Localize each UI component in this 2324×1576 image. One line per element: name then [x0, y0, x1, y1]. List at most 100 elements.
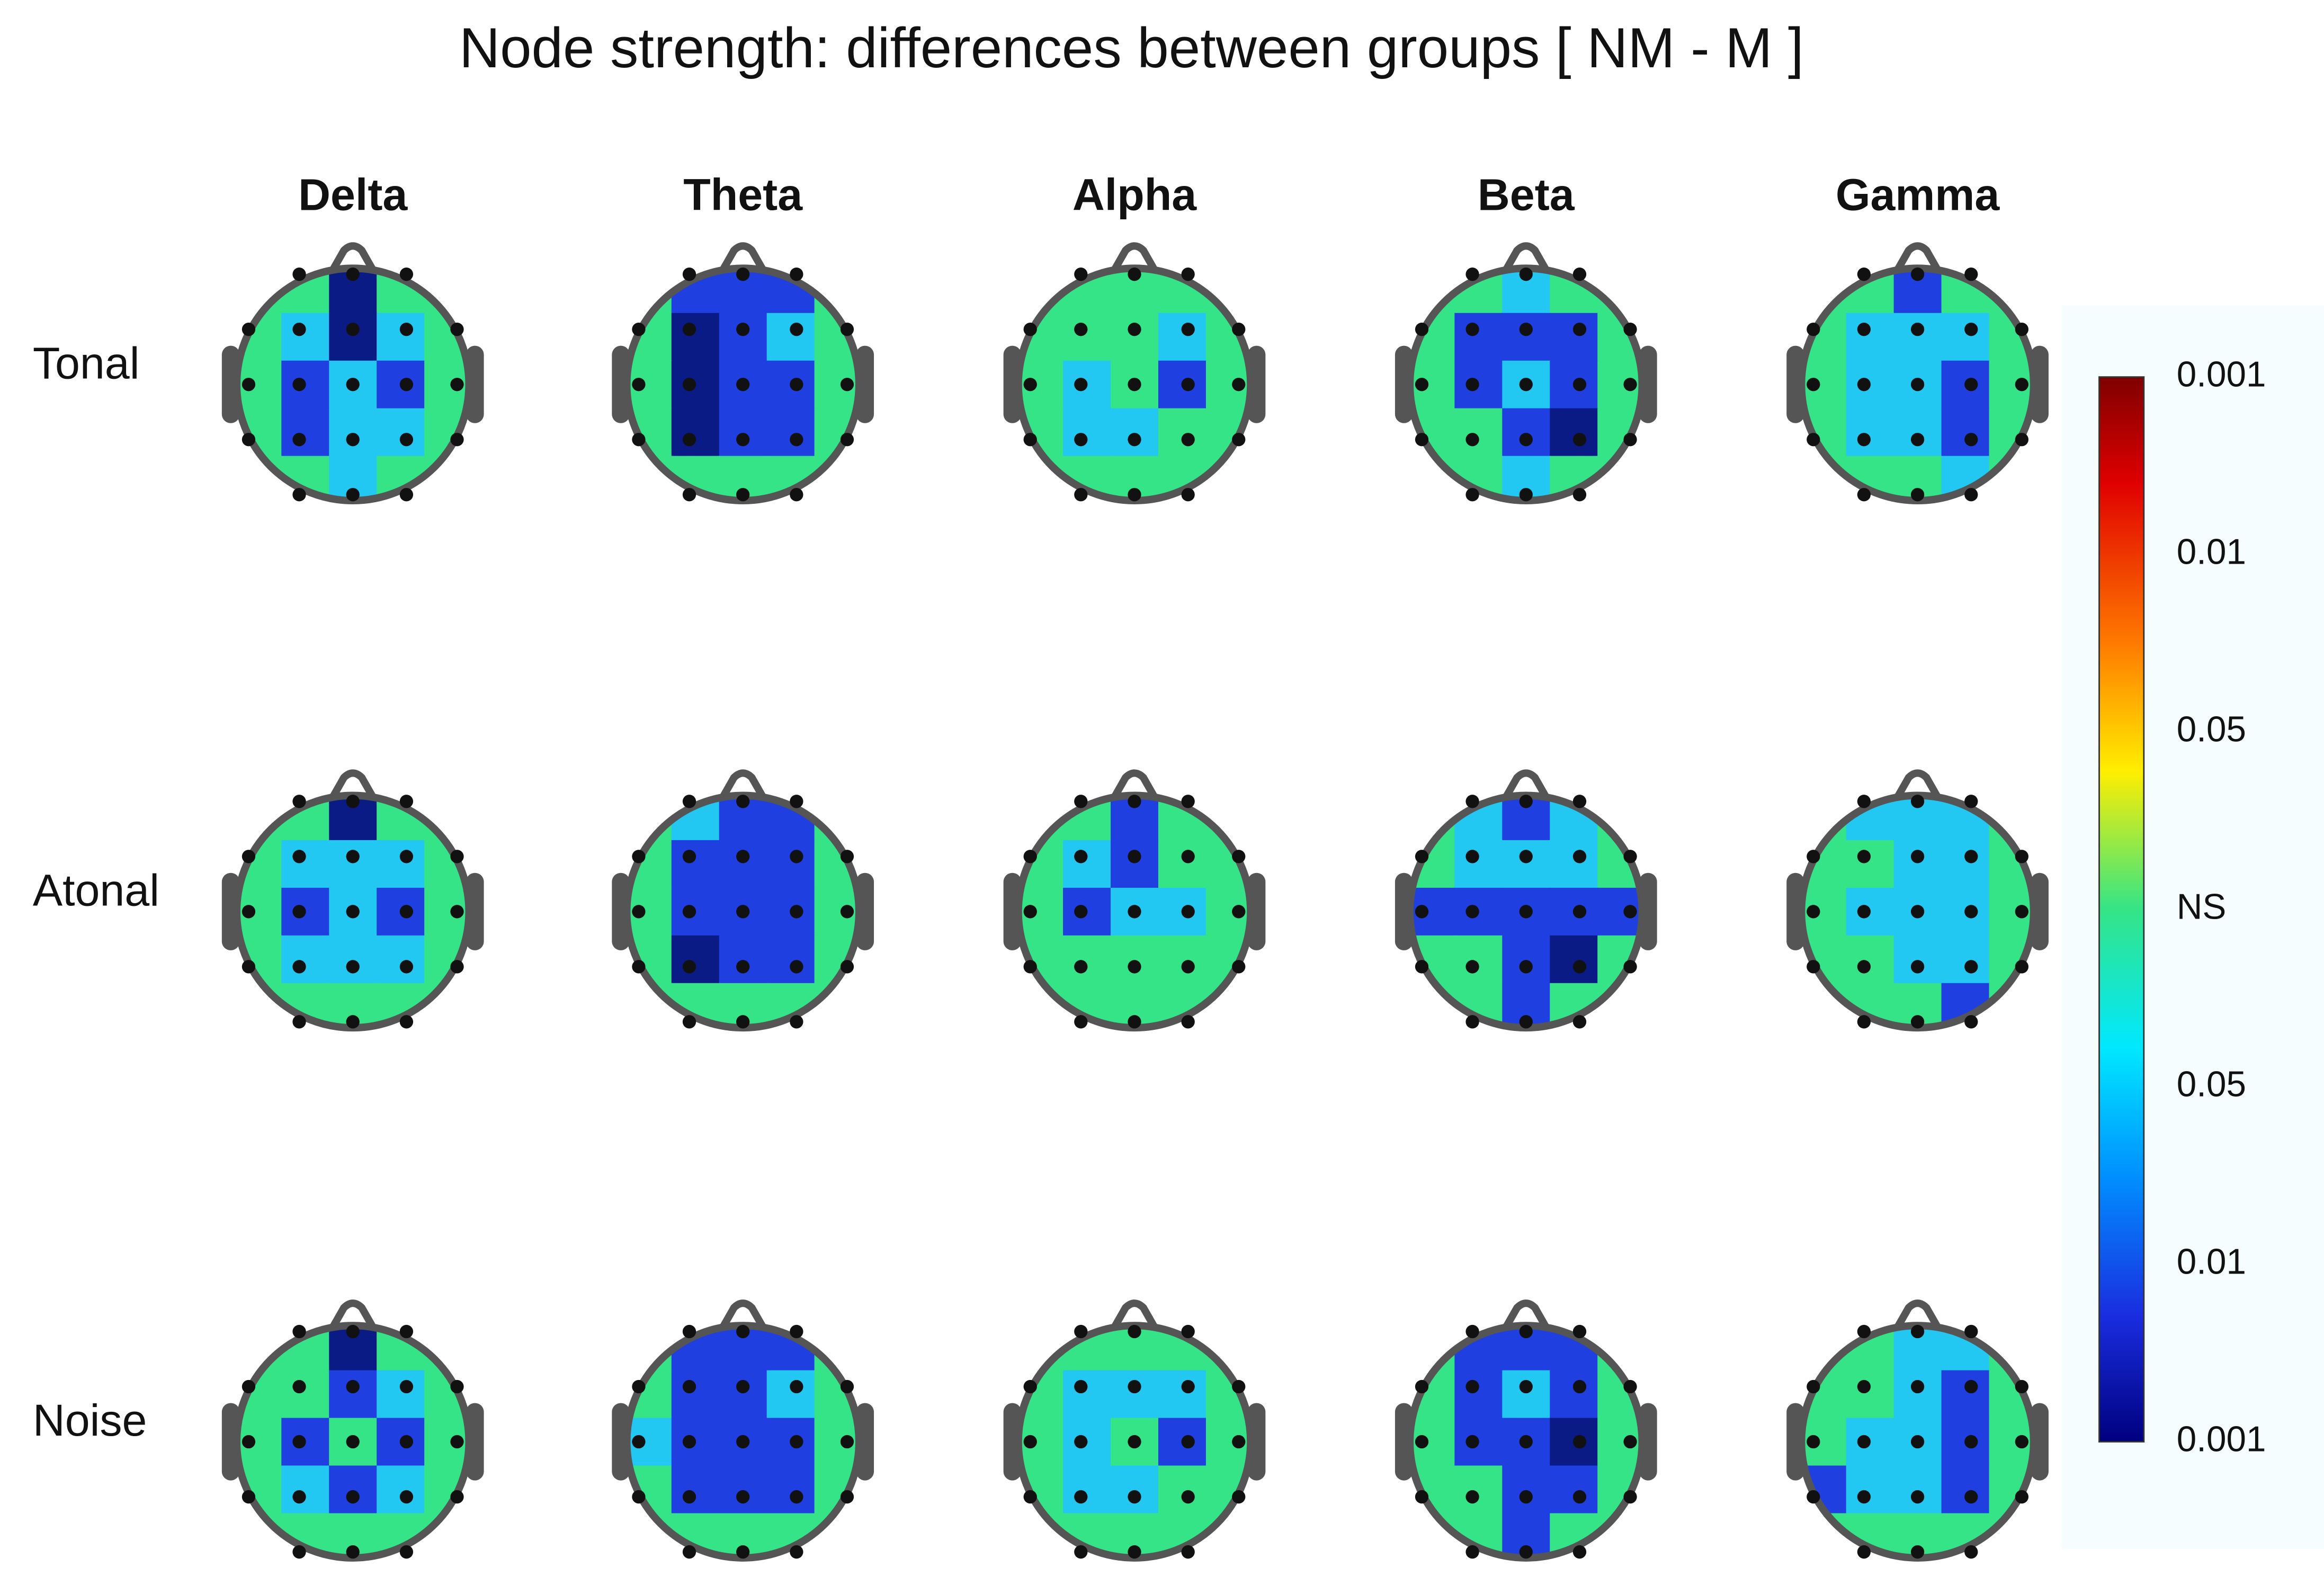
- electrode: [346, 905, 360, 919]
- electrode: [1964, 1490, 1978, 1504]
- electrode: [1964, 1324, 1978, 1339]
- map-cell: [329, 313, 378, 362]
- electrode: [399, 1324, 414, 1339]
- column-header: Gamma: [1836, 170, 2000, 220]
- electrode: [1465, 488, 1479, 502]
- electrode: [1465, 1435, 1479, 1449]
- electrode: [242, 323, 256, 336]
- map-cell: [329, 1465, 378, 1514]
- electrode: [736, 378, 750, 391]
- electrode: [450, 1490, 464, 1504]
- electrode: [346, 433, 360, 447]
- column-header: Alpha: [1072, 170, 1197, 220]
- electrode: [1857, 268, 1871, 281]
- electrode: [292, 960, 306, 974]
- head-map: [1003, 1299, 1266, 1562]
- electrode: [1519, 960, 1533, 974]
- electrode: [1519, 268, 1533, 281]
- electrode: [1181, 795, 1195, 808]
- electrode: [2015, 433, 2029, 447]
- head-map: [1786, 242, 2049, 505]
- electrode: [1128, 1324, 1141, 1339]
- electrode: [1181, 1545, 1195, 1559]
- electrode: [736, 795, 750, 808]
- map-cell: [329, 408, 378, 457]
- map-cell: [766, 935, 816, 984]
- map-cell: [1063, 935, 1112, 984]
- electrode: [1623, 1435, 1637, 1449]
- electrode: [1074, 323, 1088, 336]
- map-cell: [1111, 1513, 1159, 1558]
- electrode: [1857, 488, 1871, 502]
- electrode: [1572, 1490, 1587, 1504]
- map-cell: [1502, 1465, 1551, 1514]
- electrode: [346, 1435, 360, 1449]
- electrode: [292, 433, 306, 447]
- electrode: [1857, 960, 1871, 974]
- electrode: [1023, 323, 1037, 336]
- electrode: [1415, 1435, 1429, 1449]
- electrode: [1023, 1379, 1037, 1394]
- electrode: [790, 850, 803, 863]
- electrode: [682, 268, 696, 281]
- electrode: [1572, 850, 1587, 863]
- map-cell: [766, 1370, 816, 1419]
- column-header: Theta: [683, 170, 803, 220]
- electrode: [242, 1490, 256, 1504]
- map-cell: [1502, 935, 1551, 984]
- map-cell: [671, 1465, 720, 1514]
- nose: [1893, 242, 1942, 273]
- electrode: [840, 850, 854, 863]
- electrode: [399, 268, 414, 281]
- electrode: [1074, 1490, 1088, 1504]
- electrode: [1465, 1545, 1479, 1559]
- electrode: [682, 905, 696, 919]
- map-cell: [1158, 408, 1207, 457]
- colorbar-label: 0.001: [2177, 1419, 2266, 1459]
- electrode: [736, 268, 750, 281]
- electrode: [1807, 378, 1820, 391]
- electrode: [682, 433, 696, 447]
- nose: [719, 242, 767, 273]
- electrode: [1623, 323, 1637, 336]
- electrode: [1910, 323, 1925, 336]
- map-cell: [671, 1370, 720, 1419]
- electrode: [790, 1015, 803, 1029]
- electrode: [346, 850, 360, 863]
- electrode: [1023, 433, 1037, 447]
- electrode: [1964, 960, 1978, 974]
- electrode: [242, 1379, 256, 1394]
- electrode: [1128, 850, 1141, 863]
- electrode: [292, 323, 306, 336]
- map-cell: [766, 840, 816, 889]
- electrode: [242, 960, 256, 974]
- electrode: [1964, 905, 1978, 919]
- nose: [1893, 1299, 1942, 1331]
- electrode: [1519, 1379, 1533, 1394]
- head-map: [1395, 242, 1657, 505]
- electrode: [1128, 433, 1141, 447]
- colorbar-label: 0.01: [2177, 532, 2246, 572]
- electrode: [1415, 850, 1429, 863]
- electrode: [790, 323, 803, 336]
- electrode: [682, 323, 696, 336]
- colorbar-label: 0.01: [2177, 1242, 2246, 1281]
- electrode: [790, 1324, 803, 1339]
- nose: [328, 769, 377, 800]
- electrode: [1964, 1379, 1978, 1394]
- electrode: [1181, 960, 1195, 974]
- nose: [1501, 242, 1550, 273]
- electrode: [1232, 850, 1246, 863]
- electrode: [1181, 323, 1195, 336]
- head-map: [221, 242, 484, 505]
- electrode: [1572, 905, 1587, 919]
- electrode: [1232, 905, 1246, 919]
- map-cell: [1502, 1513, 1551, 1558]
- electrode: [790, 960, 803, 974]
- electrode: [292, 1379, 306, 1394]
- electrode: [1181, 850, 1195, 863]
- map-cell: [766, 313, 816, 362]
- electrode: [1572, 323, 1587, 336]
- electrode: [736, 1324, 750, 1339]
- electrode: [1572, 488, 1587, 502]
